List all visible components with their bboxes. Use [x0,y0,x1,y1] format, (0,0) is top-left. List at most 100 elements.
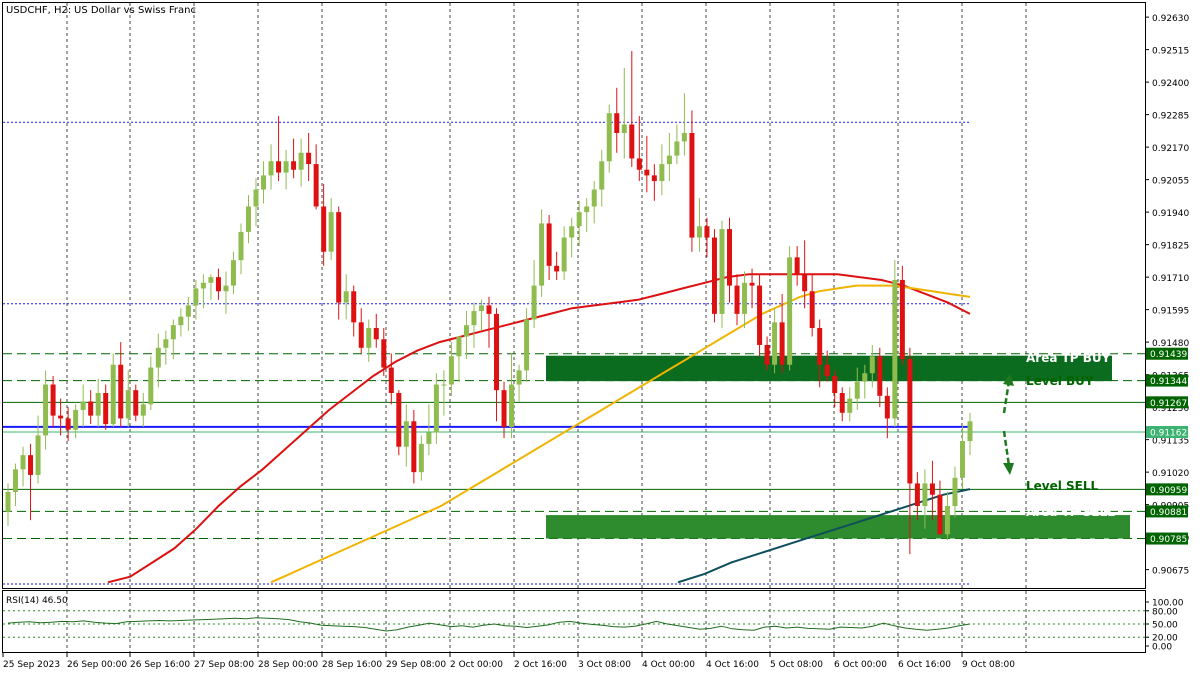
price-tick-label-1: 0.92515 [1152,47,1189,57]
candle-body-62 [471,311,477,326]
time-tick-label-6: 29 Sep 08:00 [386,660,446,670]
level-tag-1 [1146,374,1188,387]
price-tick-label-10: 0.91480 [1152,339,1189,349]
candle-body-4 [35,435,41,475]
price-tick-label-7: 0.91825 [1152,242,1189,252]
level-tag-3 [1146,426,1188,438]
candle-body-10 [80,401,86,410]
candle-body-96 [727,229,732,286]
candle-body-81 [614,113,620,133]
time-tick-label-9: 3 Oct 08:00 [578,660,631,670]
price-tick-label-2: 0.92400 [1152,79,1189,89]
zone-1 [546,515,1130,539]
candle-body-77 [584,206,590,213]
price-tick-label-0: 0.92630 [1152,14,1189,24]
level-tag-label-6: 0.90785 [1150,535,1187,545]
candle-body-112 [847,398,853,413]
candle-body-33 [253,189,259,207]
candle-body-75 [569,226,575,238]
candle-body-13 [103,393,109,425]
candle-body-25 [193,288,199,306]
time-tick-label-4: 28 Sep 00:00 [258,660,318,670]
candle-body-124 [937,494,943,535]
candle-body-26 [200,282,206,289]
candle-body-60 [456,336,462,357]
time-tick-label-13: 6 Oct 00:00 [834,660,887,670]
candle-body-58 [441,384,447,386]
candle-body-32 [246,206,251,232]
buy-arrow-icon [1003,374,1014,386]
candle-body-48 [366,328,372,348]
label-level-sell: Level SELL [1026,479,1099,493]
rsi-label: RSI(14) 46.50 [6,596,68,606]
candle-body-65 [494,313,500,391]
candle-body-85 [644,169,650,176]
price-tick-label-9: 0.91595 [1152,307,1189,317]
candle-body-72 [546,223,552,266]
candle-body-119 [899,279,905,360]
candle-body-116 [877,356,883,396]
candle-body-79 [599,161,605,190]
candle-body-118 [892,279,898,419]
time-tick-label-7: 2 Oct 00:00 [450,660,503,670]
ma-mid-line [270,284,971,584]
candle-body-38 [291,161,297,170]
candle-body-44 [336,212,342,303]
candlesticks [5,51,973,555]
candle-body-66 [501,390,507,427]
candle-body-123 [929,483,935,495]
candle-body-98 [742,282,748,314]
ma-slow-line [677,488,971,584]
candle-body-21 [163,339,169,348]
price-tick-label-17: 0.90675 [1152,567,1189,577]
candle-body-7 [58,415,64,419]
time-tick-label-15: 9 Oct 08:00 [962,660,1015,670]
time-tick-label-8: 2 Oct 16:00 [514,660,567,670]
candle-body-17 [133,390,139,416]
time-tick-label-0: 25 Sep 2023 [3,660,60,670]
time-tick-label-5: 28 Sep 16:00 [322,660,382,670]
price-tick-label-6: 0.91940 [1152,209,1189,219]
price-tick-label-14: 0.91020 [1152,469,1189,479]
symbol-label: USDCHF, H2: [6,5,71,16]
candle-body-90 [681,133,687,142]
price-tick-label-13: 0.91135 [1152,437,1189,447]
candle-body-89 [674,141,680,156]
candle-body-105 [794,257,800,275]
candle-body-94 [711,237,717,314]
level-tag-6 [1146,532,1188,545]
candle-body-114 [862,373,868,382]
candle-body-113 [854,381,860,399]
candle-body-6 [50,384,56,416]
candle-body-53 [403,421,409,447]
price-tick-label-4: 0.92170 [1152,144,1189,154]
candle-body-29 [223,285,229,292]
candle-body-3 [28,455,34,475]
candle-body-37 [283,161,289,173]
time-tick-label-10: 4 Oct 00:00 [642,660,695,670]
candle-body-42 [321,206,327,252]
rsi-tick-label-0: 100.00 [1152,599,1184,609]
moving-averages [107,273,971,584]
candle-body-74 [561,237,567,272]
annotations: Area TP BUY Level BUY Level SELL Area TP… [1002,351,1115,519]
candle-body-36 [276,161,282,173]
candle-body-19 [148,367,154,405]
candle-body-14 [110,364,116,425]
rsi-tick-label-1: 80.00 [1152,607,1178,617]
candle-body-109 [824,364,830,377]
candle-body-15 [118,364,124,419]
candle-body-52 [396,393,402,447]
candle-body-41 [313,164,319,207]
candle-body-63 [478,305,484,312]
candle-body-0 [5,491,11,512]
label-level-buy: Level BUY [1026,374,1094,388]
candle-body-31 [238,231,244,261]
candle-body-20 [155,347,161,368]
candle-body-45 [343,291,349,303]
candle-body-103 [779,322,785,365]
candle-body-35 [268,161,274,176]
candle-body-11 [88,401,94,416]
